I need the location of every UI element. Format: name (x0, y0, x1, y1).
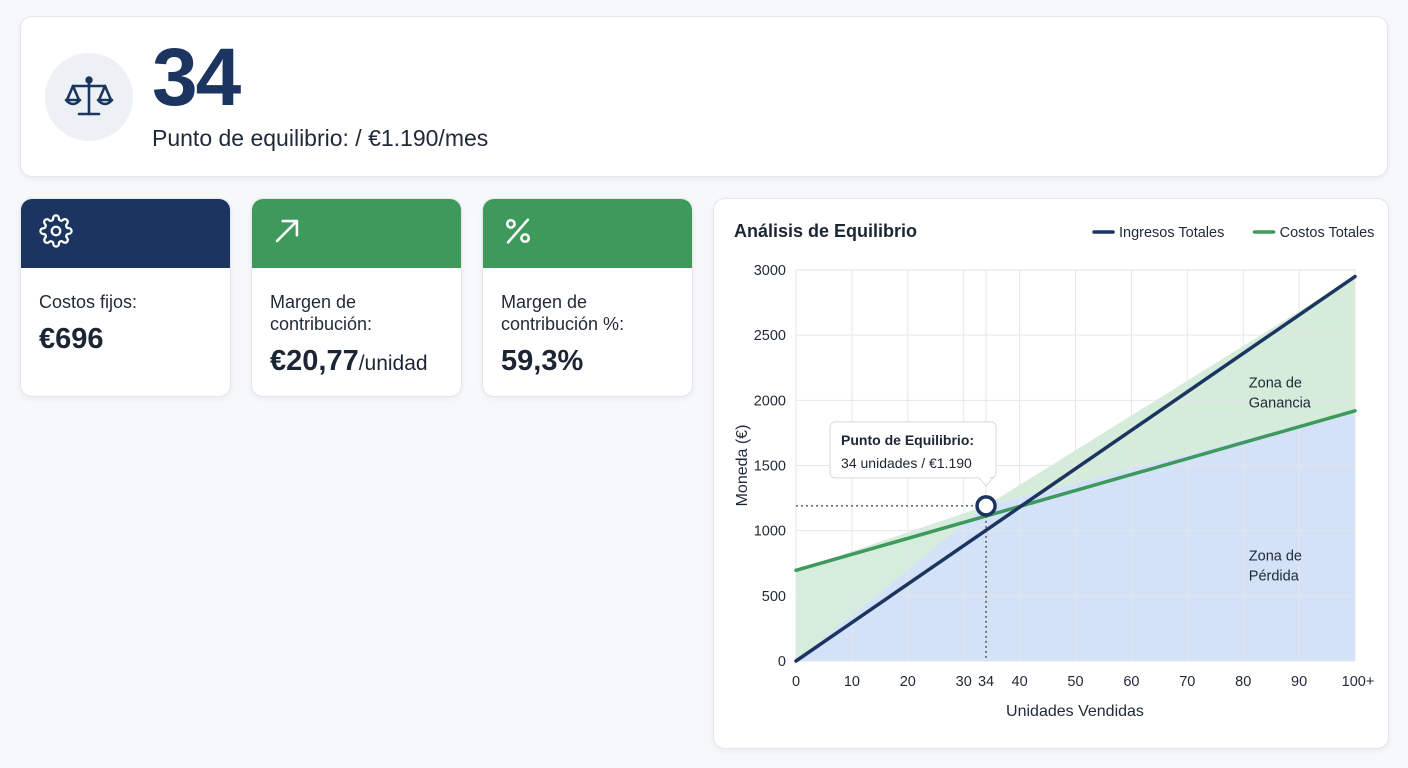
percent-icon (501, 214, 535, 253)
y-tick-label: 500 (762, 589, 786, 605)
x-axis-label: Unidades Vendidas (1006, 703, 1144, 720)
y-tick-label: 3000 (754, 263, 786, 279)
break-even-label: Punto de equilibrio: / €1.190/mes (152, 125, 489, 151)
fixed-costs-label: Costos fijos: (39, 292, 138, 312)
x-tick-label: 80 (1235, 674, 1251, 690)
contribution-margin-unit: /unidad (358, 352, 428, 375)
gear-icon (39, 214, 73, 253)
arrow-up-right-icon (270, 214, 304, 253)
x-tick-label: 50 (1067, 674, 1083, 690)
chart-title: Análisis de Equilibrio (734, 221, 917, 241)
break-even-tooltip: Punto de Equilibrio: 34 unidades / €1.190 (829, 421, 997, 487)
contribution-margin-label-line-2: contribución: (270, 314, 373, 334)
break-even-chart-card: Análisis de Equilibrio Ingresos Totales Co… (713, 198, 1389, 749)
break-even-chart: Análisis de Equilibrio Ingresos Totales Co… (734, 221, 1375, 720)
x-tick-label: 100+ (1342, 674, 1375, 690)
break-even-summary-card: 34 Punto de equilibrio: / €1.190/mes (20, 16, 1388, 177)
contribution-margin-value: €20,77/unidad (270, 345, 428, 377)
contribution-margin-card-header (252, 199, 461, 268)
fixed-costs-card-header (21, 199, 230, 268)
y-tick-label: 2000 (754, 393, 786, 409)
contribution-margin-label-line-1: Margen de (270, 292, 357, 312)
tooltip-box (829, 421, 997, 487)
y-tick-label: 1000 (754, 524, 786, 540)
legend-item-2: Costos Totales (1252, 225, 1375, 241)
total-costs-line (794, 409, 1357, 573)
x-tick-label: 0 (792, 674, 800, 690)
x-tick-label: 10 (844, 674, 860, 690)
contribution-margin-percent-card-header (483, 199, 692, 268)
x-tick-label: 90 (1291, 674, 1307, 690)
y-tick-label: 0 (778, 654, 786, 670)
legend-label: Ingresos Totales (1119, 225, 1224, 241)
break-even-units-value: 34 (152, 32, 241, 123)
contribution-margin-percent-card: Margen de contribución %: 59,3% (482, 198, 693, 397)
profit-zone-label: Zona de Ganancia (1249, 375, 1312, 411)
y-tick-label: 2500 (754, 328, 786, 344)
contribution-margin-percent-label-line-2: contribución %: (501, 314, 625, 334)
contribution-margin-percent-value: 59,3% (501, 345, 584, 377)
x-tick-label: 70 (1179, 674, 1195, 690)
scale-balance-icon (45, 53, 133, 141)
break-even-point-marker (975, 495, 997, 517)
zone-label-line: Zona de (1249, 549, 1302, 565)
fixed-costs-value: €696 (39, 323, 104, 355)
total-revenue-line (794, 274, 1357, 663)
legend-label: Costos Totales (1280, 225, 1375, 241)
zone-label-line: Pérdida (1249, 569, 1300, 585)
x-tick-label: 40 (1012, 674, 1028, 690)
profit-zone-area (986, 276, 1355, 506)
x-tick-label: 34 (978, 674, 994, 690)
y-axis-label: Moneda (€) (734, 425, 751, 507)
fixed-costs-card: Costos fijos: €696 (20, 198, 231, 397)
x-tick-label: 30 (956, 674, 972, 690)
tooltip-text: 34 unidades / €1.190 (841, 455, 972, 471)
loss-zone-label: Zona de Pérdida (1249, 549, 1302, 585)
legend-item-1: Ingresos Totales (1092, 225, 1224, 241)
contribution-margin-percent-label-line-1: Margen de (501, 292, 588, 312)
zone-label-line: Zona de (1249, 375, 1302, 391)
x-tick-label: 20 (900, 674, 916, 690)
x-tick-label: 60 (1123, 674, 1139, 690)
zone-label-line: Ganancia (1249, 395, 1312, 411)
contribution-margin-card: Margen de contribución: €20,77/unidad (251, 198, 462, 397)
tooltip-title: Punto de Equilibrio: (841, 432, 974, 448)
y-tick-label: 1500 (754, 459, 786, 475)
